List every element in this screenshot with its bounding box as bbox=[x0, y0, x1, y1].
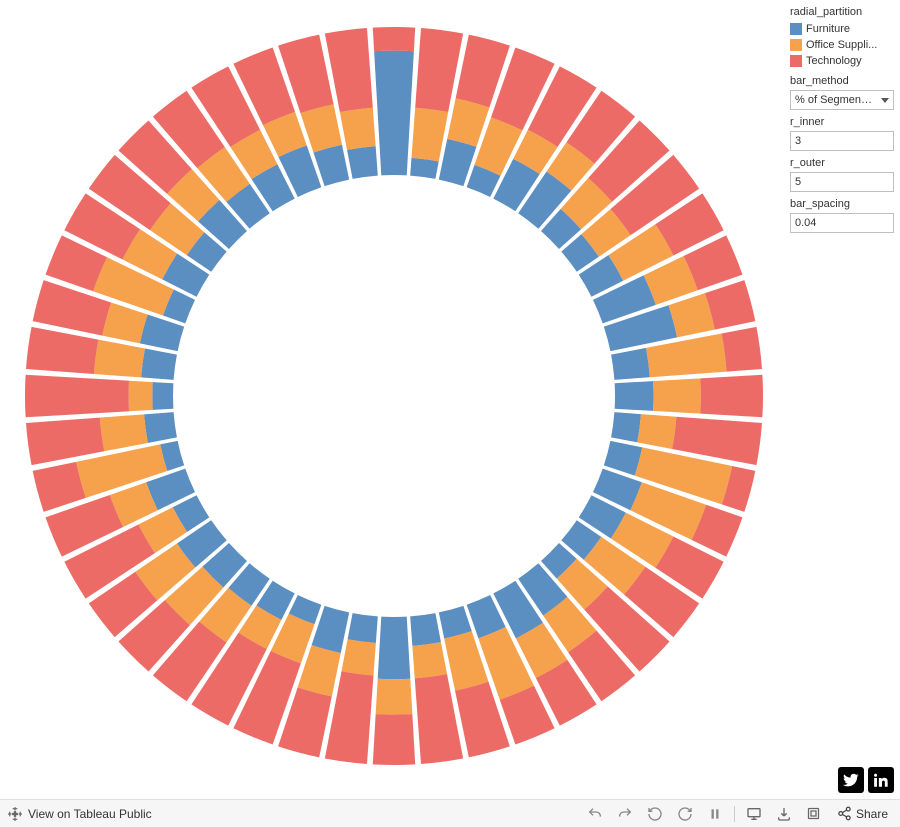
device-preview-button[interactable] bbox=[743, 803, 765, 825]
legend-label: Technology bbox=[806, 55, 862, 67]
fullscreen-button[interactable] bbox=[803, 803, 825, 825]
legend-swatch bbox=[790, 55, 802, 67]
radial-segment[interactable] bbox=[25, 375, 129, 417]
radial-segment[interactable] bbox=[611, 412, 641, 442]
monitor-icon bbox=[746, 806, 762, 822]
radial-segment[interactable] bbox=[637, 414, 676, 449]
undo-button[interactable] bbox=[584, 803, 606, 825]
legend-swatch bbox=[790, 39, 802, 51]
legend-item[interactable]: Technology bbox=[790, 53, 894, 69]
bar-method-label: bar_method bbox=[790, 75, 894, 87]
radial-segment[interactable] bbox=[615, 381, 654, 411]
radial-segment[interactable] bbox=[26, 327, 98, 374]
share-label: Share bbox=[856, 807, 888, 821]
twitter-button[interactable] bbox=[838, 767, 864, 793]
radial-segment[interactable] bbox=[653, 378, 701, 413]
download-icon bbox=[776, 806, 792, 822]
legend-label: Furniture bbox=[806, 23, 850, 35]
view-on-tableau-link[interactable]: View on Tableau Public bbox=[8, 807, 152, 821]
pause-icon bbox=[708, 807, 722, 821]
refresh-button[interactable] bbox=[674, 803, 696, 825]
radial-segment[interactable] bbox=[340, 108, 376, 150]
toolbar-divider bbox=[734, 806, 735, 822]
radial-segment[interactable] bbox=[410, 613, 441, 646]
radial-segment[interactable] bbox=[611, 348, 650, 380]
bar-spacing-input[interactable]: 0.04 bbox=[790, 213, 894, 233]
radial-segment[interactable] bbox=[144, 412, 177, 443]
view-on-tableau-label: View on Tableau Public bbox=[28, 807, 152, 821]
linkedin-icon bbox=[874, 773, 889, 788]
radial-segment[interactable] bbox=[94, 340, 145, 378]
r-outer-input[interactable]: 5 bbox=[790, 172, 894, 192]
refresh-icon bbox=[677, 806, 693, 822]
bar-spacing-label: bar_spacing bbox=[790, 198, 894, 210]
share-button[interactable]: Share bbox=[833, 804, 892, 823]
revert-button[interactable] bbox=[644, 803, 666, 825]
radial-segment[interactable] bbox=[376, 679, 413, 715]
footer-toolbar: View on Tableau Public Share bbox=[0, 799, 900, 827]
radial-segment[interactable] bbox=[410, 158, 439, 179]
legend: Furniture Office Suppli... Technology bbox=[790, 21, 894, 69]
linkedin-button[interactable] bbox=[868, 767, 894, 793]
legend-item[interactable]: Furniture bbox=[790, 21, 894, 37]
radial-segment[interactable] bbox=[313, 145, 349, 186]
twitter-icon bbox=[843, 772, 859, 788]
download-button[interactable] bbox=[773, 803, 795, 825]
radial-chart-svg bbox=[0, 0, 788, 790]
radial-segment[interactable] bbox=[341, 639, 375, 675]
share-icon bbox=[837, 806, 852, 821]
radial-segment[interactable] bbox=[722, 327, 762, 372]
radial-segment[interactable] bbox=[447, 98, 489, 146]
revert-icon bbox=[647, 806, 663, 822]
undo-icon bbox=[587, 806, 603, 822]
radial-segment[interactable] bbox=[347, 146, 378, 179]
social-buttons bbox=[838, 767, 894, 793]
radial-segment[interactable] bbox=[373, 27, 415, 51]
legend-item[interactable]: Office Suppli... bbox=[790, 37, 894, 53]
radial-chart bbox=[0, 0, 788, 790]
r-inner-input[interactable]: 3 bbox=[790, 131, 894, 151]
legend-swatch bbox=[790, 23, 802, 35]
radial-segment[interactable] bbox=[129, 381, 153, 412]
radial-segment[interactable] bbox=[152, 382, 173, 410]
redo-icon bbox=[617, 806, 633, 822]
side-panel: radial_partition Furniture Office Suppli.… bbox=[788, 0, 900, 790]
radial-segment[interactable] bbox=[700, 375, 763, 417]
pause-button[interactable] bbox=[704, 803, 726, 825]
radial-segment[interactable] bbox=[412, 642, 447, 678]
radial-segment[interactable] bbox=[300, 104, 342, 152]
radial-segment[interactable] bbox=[26, 418, 104, 466]
fullscreen-icon bbox=[806, 806, 821, 821]
legend-label: Office Suppli... bbox=[806, 39, 877, 51]
radial-segment[interactable] bbox=[373, 714, 415, 765]
bar-method-select[interactable]: % of Segment ... bbox=[790, 90, 894, 110]
radial-segment[interactable] bbox=[411, 108, 448, 162]
radial-segment[interactable] bbox=[378, 617, 411, 680]
r-inner-label: r_inner bbox=[790, 116, 894, 128]
radial-segment[interactable] bbox=[348, 613, 378, 643]
radial-segment[interactable] bbox=[141, 348, 177, 379]
radial-segment[interactable] bbox=[100, 414, 148, 451]
legend-title: radial_partition bbox=[790, 6, 894, 18]
radial-segment[interactable] bbox=[374, 51, 414, 176]
tableau-icon bbox=[8, 807, 22, 821]
redo-button[interactable] bbox=[614, 803, 636, 825]
r-outer-label: r_outer bbox=[790, 157, 894, 169]
